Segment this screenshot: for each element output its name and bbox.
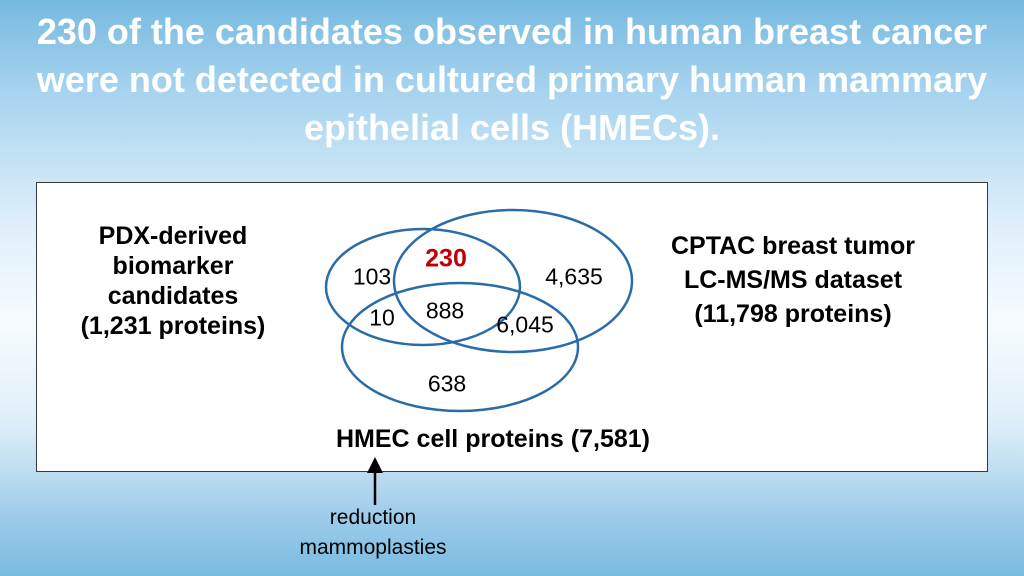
pdx-label: PDX-derived biomarker candidates (1,231 … [53, 221, 293, 341]
cptac-label-line: (11,798 proteins) [694, 300, 892, 328]
pdx-ellipse [324, 227, 522, 347]
pdx-label-line: candidates [107, 282, 239, 310]
hmec-ellipse [340, 281, 580, 413]
count-hmec-only: 638 [427, 370, 467, 397]
count-pdx-only: 103 [352, 263, 392, 290]
cptac-ellipse [392, 208, 634, 354]
count-pdx-and-hmec: 10 [369, 304, 395, 331]
up-arrow-icon [367, 457, 383, 505]
cptac-label: CPTAC breast tumor LC-MS/MS dataset (11,… [653, 229, 933, 331]
pdx-label-line: (1,231 proteins) [80, 312, 266, 340]
hmec-label: HMEC cell proteins (7,581) [336, 425, 650, 453]
venn-diagram [324, 208, 634, 413]
cptac-label-line: CPTAC breast tumor [670, 232, 915, 260]
annotation-line: reduction [329, 506, 417, 529]
pdx-label-line: PDX-derived [98, 222, 248, 250]
count-all-three: 888 [425, 297, 465, 324]
count-cptac-and-hmec: 6,045 [496, 311, 554, 338]
cptac-label-line: LC-MS/MS dataset [683, 266, 903, 294]
slide-title: 230 of the candidates observed in human … [36, 11, 988, 148]
pdx-label-line: biomarker [112, 252, 234, 280]
venn-panel: PDX-derived biomarker candidates (1,231 … [36, 182, 988, 472]
count-pdx-and-cptac: 230 [425, 244, 467, 273]
count-cptac-only: 4,635 [545, 263, 603, 290]
annotation-line: mammoplasties [299, 536, 447, 559]
arrow-annotation: reduction mammoplasties [258, 503, 488, 563]
